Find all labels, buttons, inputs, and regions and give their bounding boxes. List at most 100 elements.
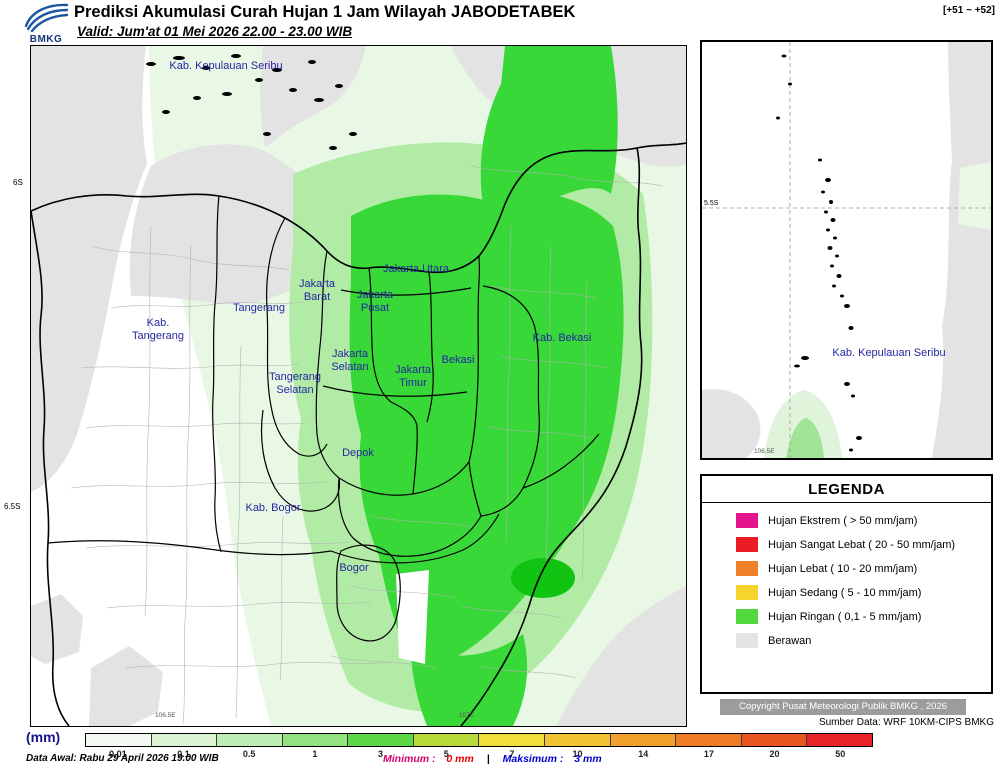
- legend-item-lebat: Hujan Lebat ( 10 - 20 mm/jam): [736, 561, 991, 576]
- map-label-jakarta-timur: Jakarta Timur: [394, 364, 432, 389]
- colorbar-tick: 1: [312, 749, 318, 759]
- legend-item-ekstrem: Hujan Ekstrem ( > 50 mm/jam): [736, 513, 991, 528]
- legend-item-berawan: Berawan: [736, 633, 991, 648]
- forecast-step: [+51 ~ +52]: [943, 5, 995, 16]
- colorbar-tick: 5: [443, 749, 449, 759]
- rain-darker-patch: [511, 558, 575, 598]
- maximum-value: 3 mm: [574, 753, 602, 765]
- minmax-line: Minimum : 0 mm | Maksimum : 3 mm: [383, 753, 602, 765]
- colorbar-segment: [740, 734, 807, 746]
- colorbar-tick: 0.1: [177, 749, 190, 759]
- legend-item-sangat-lebat: Hujan Sangat Lebat ( 20 - 50 mm/jam): [736, 537, 991, 552]
- legend-label-sedang: Hujan Sedang ( 5 - 10 mm/jam): [768, 586, 922, 599]
- map-label-kab-tangerang: Kab. Tangerang: [132, 317, 184, 342]
- legend-swatch-sangat-lebat: [736, 537, 758, 552]
- data-source: Sumber Data: WRF 10KM-CIPS BMKG: [818, 717, 994, 728]
- inset-rain-medium-south: [786, 418, 824, 458]
- lat-tick-6s: 6S: [13, 178, 23, 187]
- legend-label-berawan: Berawan: [768, 634, 812, 647]
- legend-item-ringan: Hujan Ringan ( 0,1 - 5 mm/jam): [736, 609, 991, 624]
- valid-time: Valid: Jum'at 01 Mei 2026 22.00 - 23.00 …: [77, 24, 353, 39]
- colorbar-tick: 10: [572, 749, 583, 759]
- legend-swatch-ringan: [736, 609, 758, 624]
- colorbar-tick: 0.01: [109, 749, 127, 759]
- bmkg-logo: BMKG: [22, 2, 70, 45]
- legend-item-sedang: Hujan Sedang ( 5 - 10 mm/jam): [736, 585, 991, 600]
- colorbar-segment: [478, 734, 545, 746]
- map-label-tangerang-selatan: Tangerang Selatan: [269, 371, 321, 396]
- map-label-depok: Depok: [342, 447, 374, 459]
- map-label-kab-kepulauan-seribu: Kab. Kepulauan Seribu: [169, 60, 283, 72]
- minmax-separator: |: [486, 753, 490, 765]
- lon-tick-107e: 107E: [459, 712, 475, 719]
- legend-swatch-lebat: [736, 561, 758, 576]
- colorbar-segment: [86, 734, 151, 746]
- colorbar-segment: [544, 734, 610, 746]
- colorbar-segment: [150, 734, 217, 746]
- legend-title: LEGENDA: [702, 476, 991, 503]
- legend-items: Hujan Ekstrem ( > 50 mm/jam) Hujan Sanga…: [702, 503, 991, 648]
- legend-label-ekstrem: Hujan Ekstrem ( > 50 mm/jam): [768, 514, 918, 527]
- main-map-canvas: [30, 46, 687, 727]
- rain-heavy-area: [349, 46, 624, 726]
- map-label-kab-bogor: Kab. Bogor: [245, 502, 301, 514]
- legend-swatch-berawan: [736, 633, 758, 648]
- minimum-value: 0 mm: [446, 753, 474, 765]
- lon-tick-106-5e: 106.5E: [155, 712, 176, 719]
- colorbar: [85, 733, 873, 747]
- colorbar-segment: [675, 734, 741, 746]
- colorbar-segment: [609, 734, 676, 746]
- data-awal: Data Awal: Rabu 29 April 2026 19.00 WIB: [26, 753, 219, 764]
- copyright-bar: Copyright Pusat Meteorologi Publik BMKG …: [720, 699, 966, 715]
- map-label-jakarta-pusat: Jakarta Pusat: [356, 289, 394, 314]
- clear-gap: [396, 570, 429, 664]
- main-map: Kab. Kepulauan Seribu Kab. Tangerang Tan…: [30, 45, 687, 727]
- map-label-jakarta-barat: Jakarta Barat: [298, 278, 336, 303]
- bmkg-logo-icon: [24, 3, 69, 33]
- map-label-kab-bekasi: Kab. Bekasi: [532, 332, 592, 344]
- inset-label-kab-kepulauan-seribu: Kab. Kepulauan Seribu: [832, 347, 946, 359]
- inset-map: Kab. Kepulauan Seribu 5.5S 106.5E: [700, 40, 993, 460]
- inset-lat-tick: 5.5S: [704, 200, 719, 207]
- colorbar-segment: [347, 734, 413, 746]
- seribu-islands: [146, 54, 357, 150]
- legend-swatch-sedang: [736, 585, 758, 600]
- colorbar-segment: [216, 734, 282, 746]
- legend-swatch-ekstrem: [736, 513, 758, 528]
- colorbar-segment: [281, 734, 348, 746]
- map-label-jakarta-selatan: Jakarta Selatan: [331, 348, 369, 373]
- map-label-tangerang: Tangerang: [233, 302, 285, 314]
- colorbar-tick: 17: [703, 749, 714, 759]
- colorbar-tick: 0.5: [242, 749, 256, 759]
- map-label-jakarta-utara: Jakarta Utara: [382, 263, 450, 275]
- colorbar-tick: 3: [378, 749, 384, 759]
- minimum-label: Minimum :: [383, 753, 436, 765]
- colorbar-segment: [412, 734, 479, 746]
- colorbar-unit: (mm): [26, 729, 61, 745]
- colorbar-ticks: 0.01 0.1 0.5 1 3 5 7 10 14 17 20 50: [85, 749, 873, 759]
- lat-tick-6-5s: 6.5S: [4, 502, 21, 511]
- maximum-label: Maksimum :: [502, 753, 564, 765]
- inset-islands: [776, 54, 862, 452]
- district-boundaries: [70, 165, 664, 725]
- colorbar-segment: [806, 734, 872, 746]
- map-label-bekasi: Bekasi: [441, 354, 475, 366]
- legend-label-ringan: Hujan Ringan ( 0,1 - 5 mm/jam): [768, 610, 922, 623]
- legend-label-sangat-lebat: Hujan Sangat Lebat ( 20 - 50 mm/jam): [768, 538, 956, 551]
- colorbar-tick: 14: [638, 749, 649, 759]
- inset-cloud-areas: [702, 42, 991, 458]
- legend-label-lebat: Hujan Lebat ( 10 - 20 mm/jam): [768, 562, 918, 575]
- colorbar-tick: 20: [769, 749, 780, 759]
- inset-map-canvas: [702, 42, 991, 458]
- colorbar-tick: 50: [835, 749, 846, 759]
- colorbar-tick: 7: [509, 749, 515, 759]
- legend: LEGENDA Hujan Ekstrem ( > 50 mm/jam) Huj…: [700, 474, 993, 694]
- map-label-bogor: Bogor: [339, 562, 369, 574]
- bmkg-logo-text: BMKG: [29, 34, 63, 45]
- inset-rain-light: [958, 162, 991, 230]
- page-title: Prediksi Akumulasi Curah Hujan 1 Jam Wil…: [74, 3, 576, 21]
- inset-gridlines: [702, 42, 991, 458]
- region-boundaries: [30, 142, 687, 727]
- inset-lon-tick: 106.5E: [754, 448, 775, 455]
